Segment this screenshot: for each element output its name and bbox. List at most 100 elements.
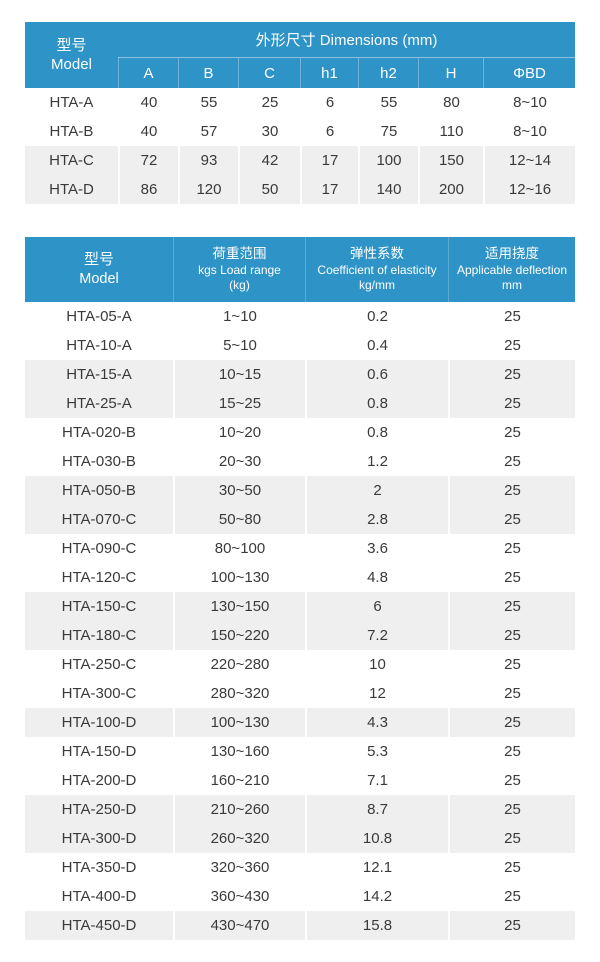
spec-model-cell: HTA-050-B xyxy=(25,476,173,505)
spec-deflection-cell: 25 xyxy=(448,331,575,360)
spec-coefficient-cell: 4.3 xyxy=(305,708,448,737)
spec-model-cell: HTA-250-D xyxy=(25,795,173,824)
spec-model-cell: HTA-090-C xyxy=(25,534,173,563)
dimensions-value-cell: 12~14 xyxy=(482,146,575,175)
dimensions-model-cell: HTA-C xyxy=(24,146,118,175)
spec-column-header-line: 适用挠度 xyxy=(485,246,539,262)
spec-column-header-line: Model xyxy=(79,270,119,287)
spec-deflection-cell: 25 xyxy=(448,621,575,650)
spec-coefficient-cell: 2.8 xyxy=(305,505,448,534)
dimension-column-header: A xyxy=(117,58,178,88)
spec-model-cell: HTA-300-D xyxy=(25,824,173,853)
spec-model-cell: HTA-250-C xyxy=(25,650,173,679)
spec-coefficient-cell: 10 xyxy=(305,650,448,679)
spec-row: HTA-15-A 10~15 0.6 25 xyxy=(25,360,575,389)
spec-row: HTA-450-D 430~470 15.8 25 xyxy=(25,911,575,940)
spec-load-range-cell: 50~80 xyxy=(173,505,305,534)
dimensions-value-cell: 50 xyxy=(237,175,300,204)
dimensions-value-cell: 6 xyxy=(299,117,358,146)
spec-deflection-cell: 25 xyxy=(448,476,575,505)
spec-model-cell: HTA-15-A xyxy=(25,360,173,389)
dimensions-row: HTA-C 72 93 42 17 100 150 12~14 xyxy=(24,146,575,175)
spec-deflection-cell: 25 xyxy=(448,853,575,882)
spec-row: HTA-150-C 130~150 6 25 xyxy=(25,592,575,621)
spec-row: HTA-350-D 320~360 12.1 25 xyxy=(25,853,575,882)
spec-coefficient-cell: 7.2 xyxy=(305,621,448,650)
spec-load-range-cell: 10~15 xyxy=(173,360,305,389)
spec-deflection-cell: 25 xyxy=(448,737,575,766)
spec-row: HTA-300-C 280~320 12 25 xyxy=(25,679,575,708)
dimensions-value-cell: 100 xyxy=(357,146,418,175)
spec-row: HTA-200-D 160~210 7.1 25 xyxy=(25,766,575,795)
spec-table-body: HTA-05-A 1~10 0.2 25 HTA-10-A 5~10 0.4 25 HTA-15… xyxy=(25,302,575,940)
dimensions-row: HTA-B 40 57 30 6 75 110 8~10 xyxy=(24,117,575,146)
spec-table: 型号 Model 荷重范围 kgs Load range (kg) 弹性系数 Coeffic… xyxy=(25,237,575,940)
spec-row: HTA-250-C 220~280 10 25 xyxy=(25,650,575,679)
spec-row: HTA-10-A 5~10 0.4 25 xyxy=(25,331,575,360)
spec-model-cell: HTA-120-C xyxy=(25,563,173,592)
spec-row: HTA-180-C 150~220 7.2 25 xyxy=(25,621,575,650)
spec-model-cell: HTA-150-D xyxy=(25,737,173,766)
dimensions-value-cell: 8~10 xyxy=(482,117,575,146)
spec-coefficient-cell: 7.1 xyxy=(305,766,448,795)
spec-model-cell: HTA-10-A xyxy=(25,331,173,360)
dimensions-value-cell: 55 xyxy=(357,88,418,117)
dimensions-value-cell: 120 xyxy=(177,175,238,204)
spec-header-row: 型号 Model 荷重范围 kgs Load range (kg) 弹性系数 Coeffic… xyxy=(25,237,575,302)
dimensions-value-cell: 17 xyxy=(299,146,358,175)
spec-row: HTA-05-A 1~10 0.2 25 xyxy=(25,302,575,331)
spec-load-range-cell: 10~20 xyxy=(173,418,305,447)
dimensions-value-cell: 40 xyxy=(117,88,178,117)
spec-deflection-cell: 25 xyxy=(448,418,575,447)
spec-model-cell: HTA-05-A xyxy=(25,302,173,331)
dimensions-model-header-en: Model xyxy=(51,56,92,73)
spec-model-cell: HTA-200-D xyxy=(25,766,173,795)
spec-model-cell: HTA-180-C xyxy=(25,621,173,650)
spec-model-cell: HTA-150-C xyxy=(25,592,173,621)
spec-load-range-cell: 160~210 xyxy=(173,766,305,795)
spec-load-range-cell: 130~150 xyxy=(173,592,305,621)
spec-deflection-cell: 25 xyxy=(448,360,575,389)
dimensions-model-header: 型号 Model xyxy=(24,22,118,88)
spec-deflection-cell: 25 xyxy=(448,592,575,621)
spec-row: HTA-25-A 15~25 0.8 25 xyxy=(25,389,575,418)
dimensions-value-cell: 80 xyxy=(417,88,483,117)
dimension-column-header: B xyxy=(177,58,238,88)
dimensions-value-cell: 93 xyxy=(177,146,238,175)
spec-column-header-line: kg/mm xyxy=(359,278,395,293)
spec-load-range-cell: 5~10 xyxy=(173,331,305,360)
spec-coefficient-cell: 0.6 xyxy=(305,360,448,389)
spec-coefficient-cell: 8.7 xyxy=(305,795,448,824)
spec-row: HTA-400-D 360~430 14.2 25 xyxy=(25,882,575,911)
spec-column-header-line: 型号 xyxy=(83,251,114,269)
dimensions-model-cell: HTA-D xyxy=(24,175,118,204)
dimension-column-header: C xyxy=(237,58,300,88)
spec-row: HTA-300-D 260~320 10.8 25 xyxy=(25,824,575,853)
dimensions-value-cell: 30 xyxy=(237,117,300,146)
spec-deflection-cell: 25 xyxy=(448,766,575,795)
spec-row: HTA-070-C 50~80 2.8 25 xyxy=(25,505,575,534)
spec-deflection-cell: 25 xyxy=(448,795,575,824)
spec-table-header: 型号 Model 荷重范围 kgs Load range (kg) 弹性系数 Coeffic… xyxy=(25,237,575,302)
spec-row: HTA-120-C 100~130 4.8 25 xyxy=(25,563,575,592)
dimensions-value-cell: 25 xyxy=(237,88,300,117)
spec-load-range-cell: 1~10 xyxy=(173,302,305,331)
spec-coefficient-cell: 6 xyxy=(305,592,448,621)
spec-deflection-cell: 25 xyxy=(448,650,575,679)
spec-coefficient-cell: 0.8 xyxy=(305,389,448,418)
spec-column-header-line: Coefficient of elasticity xyxy=(317,262,437,277)
dimensions-model-cell: HTA-B xyxy=(24,117,118,146)
spec-coefficient-cell: 0.2 xyxy=(305,302,448,331)
dimensions-table-body: HTA-A 40 55 25 6 55 80 8~10 HTA-B 40 57 30 6 75 110 8~1… xyxy=(24,88,575,204)
spec-deflection-cell: 25 xyxy=(448,389,575,418)
spec-model-cell: HTA-070-C xyxy=(25,505,173,534)
spec-load-range-cell: 430~470 xyxy=(173,911,305,940)
dimensions-value-cell: 42 xyxy=(237,146,300,175)
spec-coefficient-cell: 14.2 xyxy=(305,882,448,911)
spec-deflection-cell: 25 xyxy=(448,882,575,911)
spec-coefficient-cell: 0.8 xyxy=(305,418,448,447)
dimensions-value-cell: 200 xyxy=(417,175,483,204)
spec-column-header-line: mm xyxy=(502,278,522,293)
